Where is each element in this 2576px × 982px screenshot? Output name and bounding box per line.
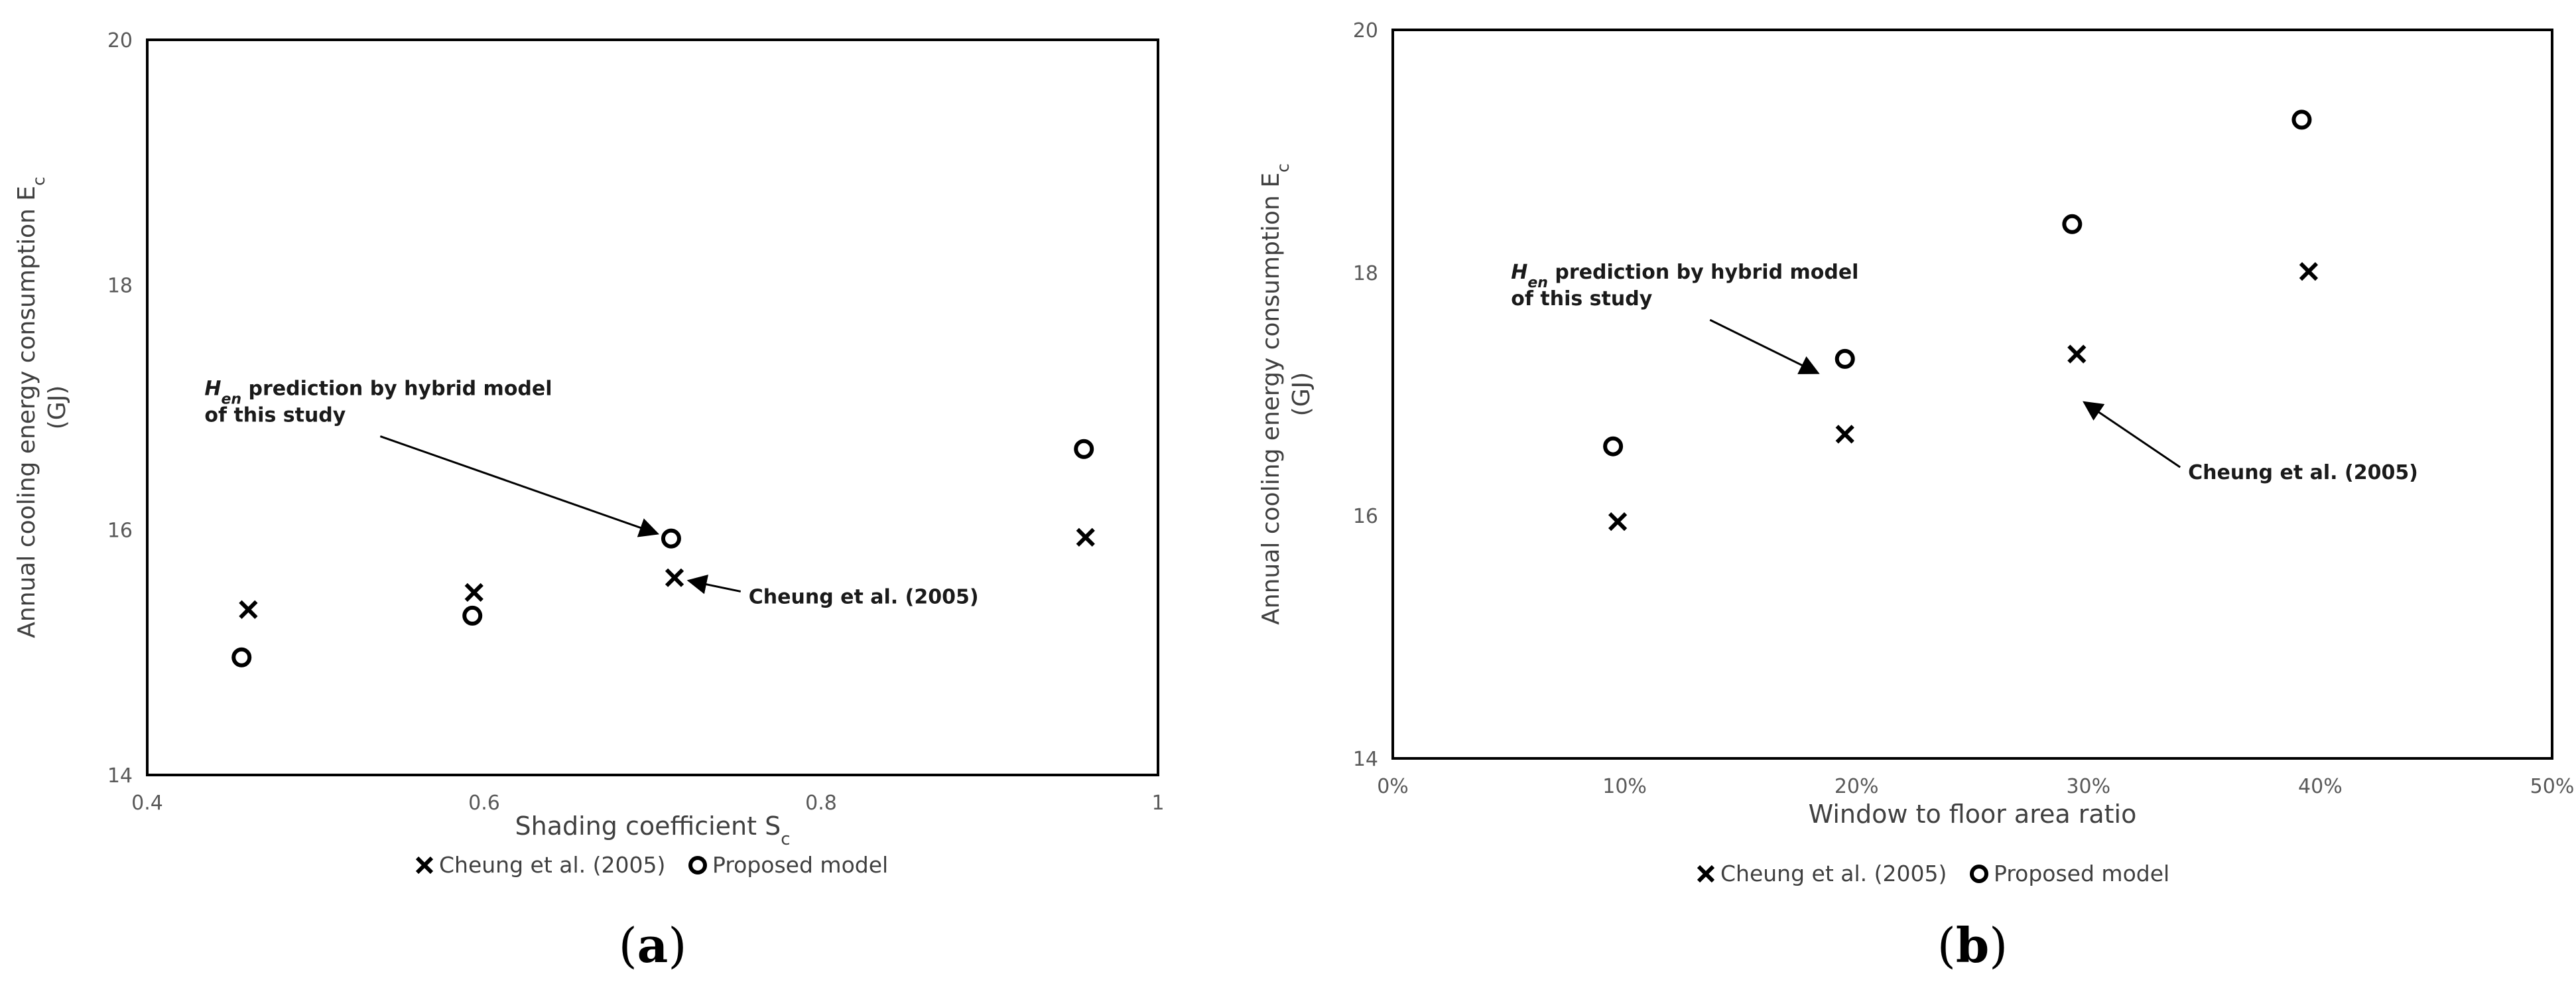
annotation-italic: H	[1511, 261, 1527, 284]
panel-letter: b	[1956, 917, 1989, 973]
x-marker-stroke	[1076, 527, 1095, 547]
legend-label-proposed: Proposed model	[712, 852, 888, 878]
x-tick-label: 10%	[1602, 775, 1647, 798]
annotation-arrow	[1709, 318, 1820, 374]
data-point-proposed	[2291, 109, 2312, 130]
panel-paren-open: (	[619, 918, 637, 973]
annotation-italic: H	[204, 378, 221, 401]
panel-label: (b)	[1937, 917, 2008, 973]
y-tick-label: 14	[1353, 748, 1378, 771]
plot-area-frame	[146, 38, 1159, 776]
x-axis-label-subscript: c	[781, 829, 790, 849]
annotation-arrow	[686, 574, 741, 595]
annotation-arrow	[2083, 401, 2181, 468]
x-tick-label: 0.6	[468, 792, 500, 815]
data-point-cheung	[2067, 344, 2087, 364]
x-tick-label: 30%	[2066, 775, 2110, 798]
y-tick-label: 18	[107, 274, 133, 297]
data-point-cheung	[1835, 425, 1854, 444]
x-marker-stroke	[239, 600, 258, 619]
annotation-line-1: prediction by hybrid model	[241, 378, 552, 401]
annotation-arrow	[379, 435, 660, 537]
x-axis-label: Window to floor area ratio	[1809, 800, 2137, 829]
y-axis-unit-label: (GJ)	[44, 386, 71, 430]
annotation-line-1: Cheung et al. (2005)	[2188, 461, 2418, 484]
legend-label-proposed: Proposed model	[1994, 861, 2169, 886]
plot-area-frame	[1391, 29, 2553, 760]
data-point-proposed	[661, 528, 681, 549]
x-marker-stroke	[2299, 262, 2319, 281]
panel-letter: a	[637, 917, 669, 973]
y-axis-label-subscript: c	[1273, 163, 1293, 173]
chart-panel-b: 0% 10% 20% 30% 40% 50% 14 16 18 20 Window to floor…	[1257, 19, 2574, 973]
y-tick-label: 16	[107, 520, 133, 543]
y-axis-label-text: Annual cooling energy consumption E	[13, 186, 40, 638]
annotation-subscript: en	[221, 391, 241, 407]
x-tick-label: 0.4	[131, 792, 163, 815]
data-point-proposed	[231, 647, 252, 667]
x-marker-stroke	[2067, 344, 2087, 364]
legend-x-stroke	[1697, 865, 1715, 883]
x-axis-label-text: Shading coefficient S	[515, 811, 781, 841]
y-tick-label: 20	[1353, 19, 1378, 42]
data-point-cheung	[1076, 527, 1095, 547]
annotation-label: Cheung et al. (2005)	[2188, 461, 2418, 484]
data-point-cheung	[239, 600, 258, 619]
y-tick-label: 14	[107, 764, 133, 788]
x-axis-label-text: Window to floor area ratio	[1809, 800, 2137, 829]
legend: Cheung et al. (2005) Proposed model	[415, 852, 888, 878]
x-tick-label: 0%	[1377, 775, 1409, 798]
x-tick-label: 1	[1151, 792, 1164, 815]
legend-marker-o	[1970, 865, 1988, 883]
x-tick-label: 50%	[2530, 775, 2575, 798]
legend-marker-x	[415, 856, 434, 875]
data-point-proposed	[1603, 436, 1624, 456]
x-marker-stroke	[665, 568, 684, 587]
y-axis-label-subscript: c	[29, 176, 48, 186]
annotation-label-line-2: of this study	[204, 404, 346, 427]
x-tick-label: 0.8	[805, 792, 837, 815]
data-point-cheung	[2299, 262, 2319, 281]
x-marker-stroke	[1608, 512, 1628, 531]
y-axis-label: Annual cooling energy consumption Ec	[13, 176, 48, 638]
y-tick-label: 18	[1353, 262, 1378, 285]
panel-paren-close: )	[668, 918, 686, 973]
x-axis-label: Shading coefficient Sc	[515, 811, 790, 849]
data-point-proposed	[2062, 214, 2083, 234]
data-point-cheung	[665, 568, 684, 587]
annotation-line-1: Cheung et al. (2005)	[749, 585, 979, 608]
y-axis-unit-label: (GJ)	[1288, 372, 1315, 417]
legend: Cheung et al. (2005) Proposed model	[1697, 861, 2169, 886]
data-point-cheung	[1608, 512, 1628, 531]
annotation-label: Hen prediction by hybrid model	[1511, 261, 1858, 291]
x-marker-stroke	[1835, 425, 1854, 444]
y-tick-label: 16	[1353, 505, 1378, 528]
legend-x-stroke	[415, 856, 434, 875]
data-point-proposed	[1074, 439, 1094, 459]
legend-marker-x	[1697, 865, 1715, 883]
panel-paren-close: )	[1989, 918, 2008, 973]
data-point-proposed	[462, 605, 483, 626]
annotation-label-line-2: of this study	[1511, 287, 1652, 311]
annotation-line-1: prediction by hybrid model	[1548, 261, 1858, 284]
legend-marker-o	[688, 856, 707, 875]
legend-label-cheung: Cheung et al. (2005)	[1720, 861, 1947, 886]
y-tick-label: 20	[107, 29, 133, 52]
annotation-label: Cheung et al. (2005)	[749, 585, 979, 608]
panel-label: (a)	[619, 917, 687, 973]
x-tick-label: 20%	[1835, 775, 1879, 798]
data-point-cheung	[464, 583, 483, 602]
annotation-subscript: en	[1527, 275, 1548, 291]
y-axis-label-text: Annual cooling energy consumption E	[1257, 173, 1285, 625]
panel-paren-open: (	[1937, 918, 1956, 973]
x-marker-stroke	[464, 583, 483, 602]
y-axis-label: Annual cooling energy consumption Ec	[1257, 163, 1293, 624]
data-point-proposed	[1835, 348, 1855, 369]
legend-label-cheung: Cheung et al. (2005)	[439, 852, 665, 878]
annotation-label: Hen prediction by hybrid model	[204, 378, 552, 408]
x-tick-label: 40%	[2298, 775, 2343, 798]
